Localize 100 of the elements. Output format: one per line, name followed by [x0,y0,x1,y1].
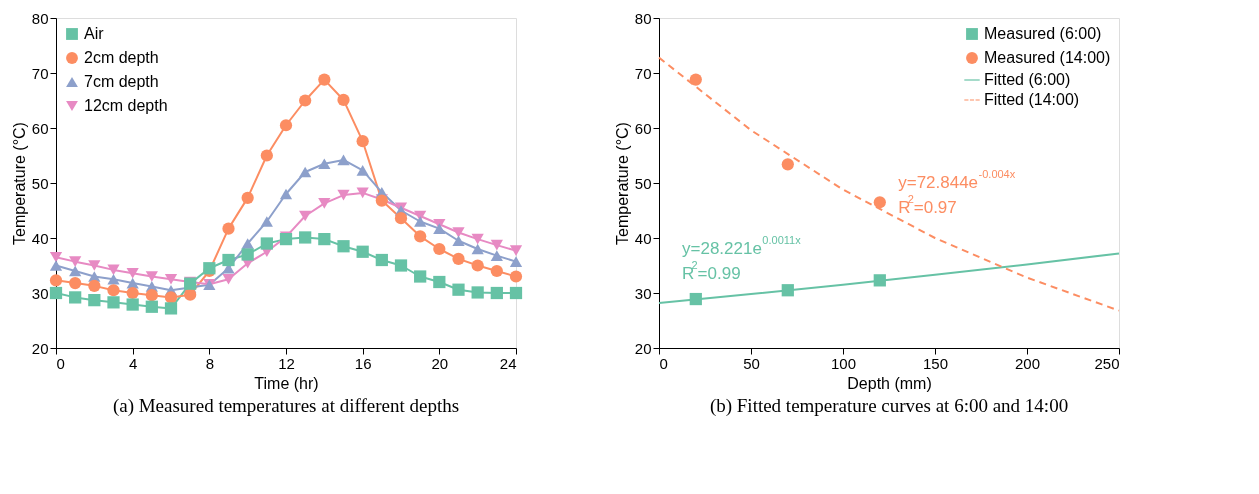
point [69,291,82,304]
point [356,245,369,258]
point [107,273,120,285]
y-tick-label: 70 [634,64,652,82]
point [471,259,484,272]
y-tick-label: 30 [634,284,652,302]
point [260,216,273,227]
y-tick-label: 30 [31,284,49,302]
point [69,256,82,267]
point [490,264,503,278]
point [107,284,120,297]
point [49,251,63,263]
x-axis-title: Time (hr) [254,374,319,392]
point [356,165,369,176]
point [509,270,523,283]
point [337,240,350,253]
text: (a) Measured temperatures at different depths [112,395,460,417]
point [689,292,702,306]
point [356,135,369,148]
legend-label: Fitted (14:00) [984,91,1080,108]
point [471,286,484,299]
x-tick-label: 0 [659,354,668,372]
text: (b) Fitted temperature curves at 6:00 and 14:00 [709,395,1069,417]
point [241,191,254,204]
x-tick-label: 24 [499,354,517,372]
point [299,94,312,107]
point [184,288,197,301]
point [414,230,427,243]
legend-label: 7cm depth [84,73,159,90]
point [260,149,273,162]
point [414,216,427,227]
point [490,250,503,261]
y-tick-label: 60 [634,119,652,137]
point [49,274,63,287]
point [318,232,331,246]
point [88,260,101,271]
y-tick-label: 50 [31,174,49,192]
point [414,270,427,283]
x-tick-label: 12 [278,354,295,372]
point [222,273,235,285]
y-tick-label: 60 [31,119,49,137]
y-tick-label: 80 [634,9,652,27]
point [356,187,369,199]
point [689,73,702,86]
x-tick-label: 0 [56,354,65,372]
y-tick-label: 20 [634,339,652,357]
point [145,300,158,313]
x-tick-label: 8 [205,354,215,372]
point [318,158,331,170]
point [509,286,523,300]
point [145,271,158,282]
point [164,302,178,315]
point [433,223,446,234]
legend-label: 12cm depth [84,97,168,114]
y-tick-label: 20 [31,339,49,357]
y-axis-title: Temperature (°C) [613,122,631,245]
point [222,253,235,267]
y-tick-label: 50 [634,174,652,192]
point [260,237,273,250]
point [781,158,794,171]
x-tick-label: 4 [128,354,138,372]
x-tick-label: 20 [431,354,449,372]
point [873,196,886,209]
y-tick-label: 80 [31,9,49,27]
point [509,245,523,256]
point [107,264,120,276]
point [241,248,254,261]
point [88,279,101,292]
point [452,235,465,247]
point [471,233,484,245]
x-tick-label: 150 [922,354,949,372]
point [164,291,178,304]
x-tick-label: 200 [1014,354,1041,372]
point [452,227,465,238]
point [88,294,101,307]
point [299,166,312,178]
point [126,267,139,279]
point [471,243,484,255]
point [490,239,503,251]
point [69,265,82,277]
y-tick-label: 40 [634,229,652,247]
point [452,252,465,266]
point [781,284,794,297]
point [145,289,158,302]
point [318,73,331,86]
y-axis-title: Temperature (°C) [10,122,28,245]
point [222,222,235,235]
legend-label: Fitted (6:00) [984,71,1071,88]
point [299,210,312,222]
point [299,231,312,244]
point [873,274,886,287]
point [318,198,331,209]
point [164,273,178,285]
point [126,298,139,311]
point [394,212,408,225]
point [375,253,388,267]
point [126,286,139,300]
point [337,189,350,201]
y-tick-label: 70 [31,64,49,82]
point [279,119,293,132]
